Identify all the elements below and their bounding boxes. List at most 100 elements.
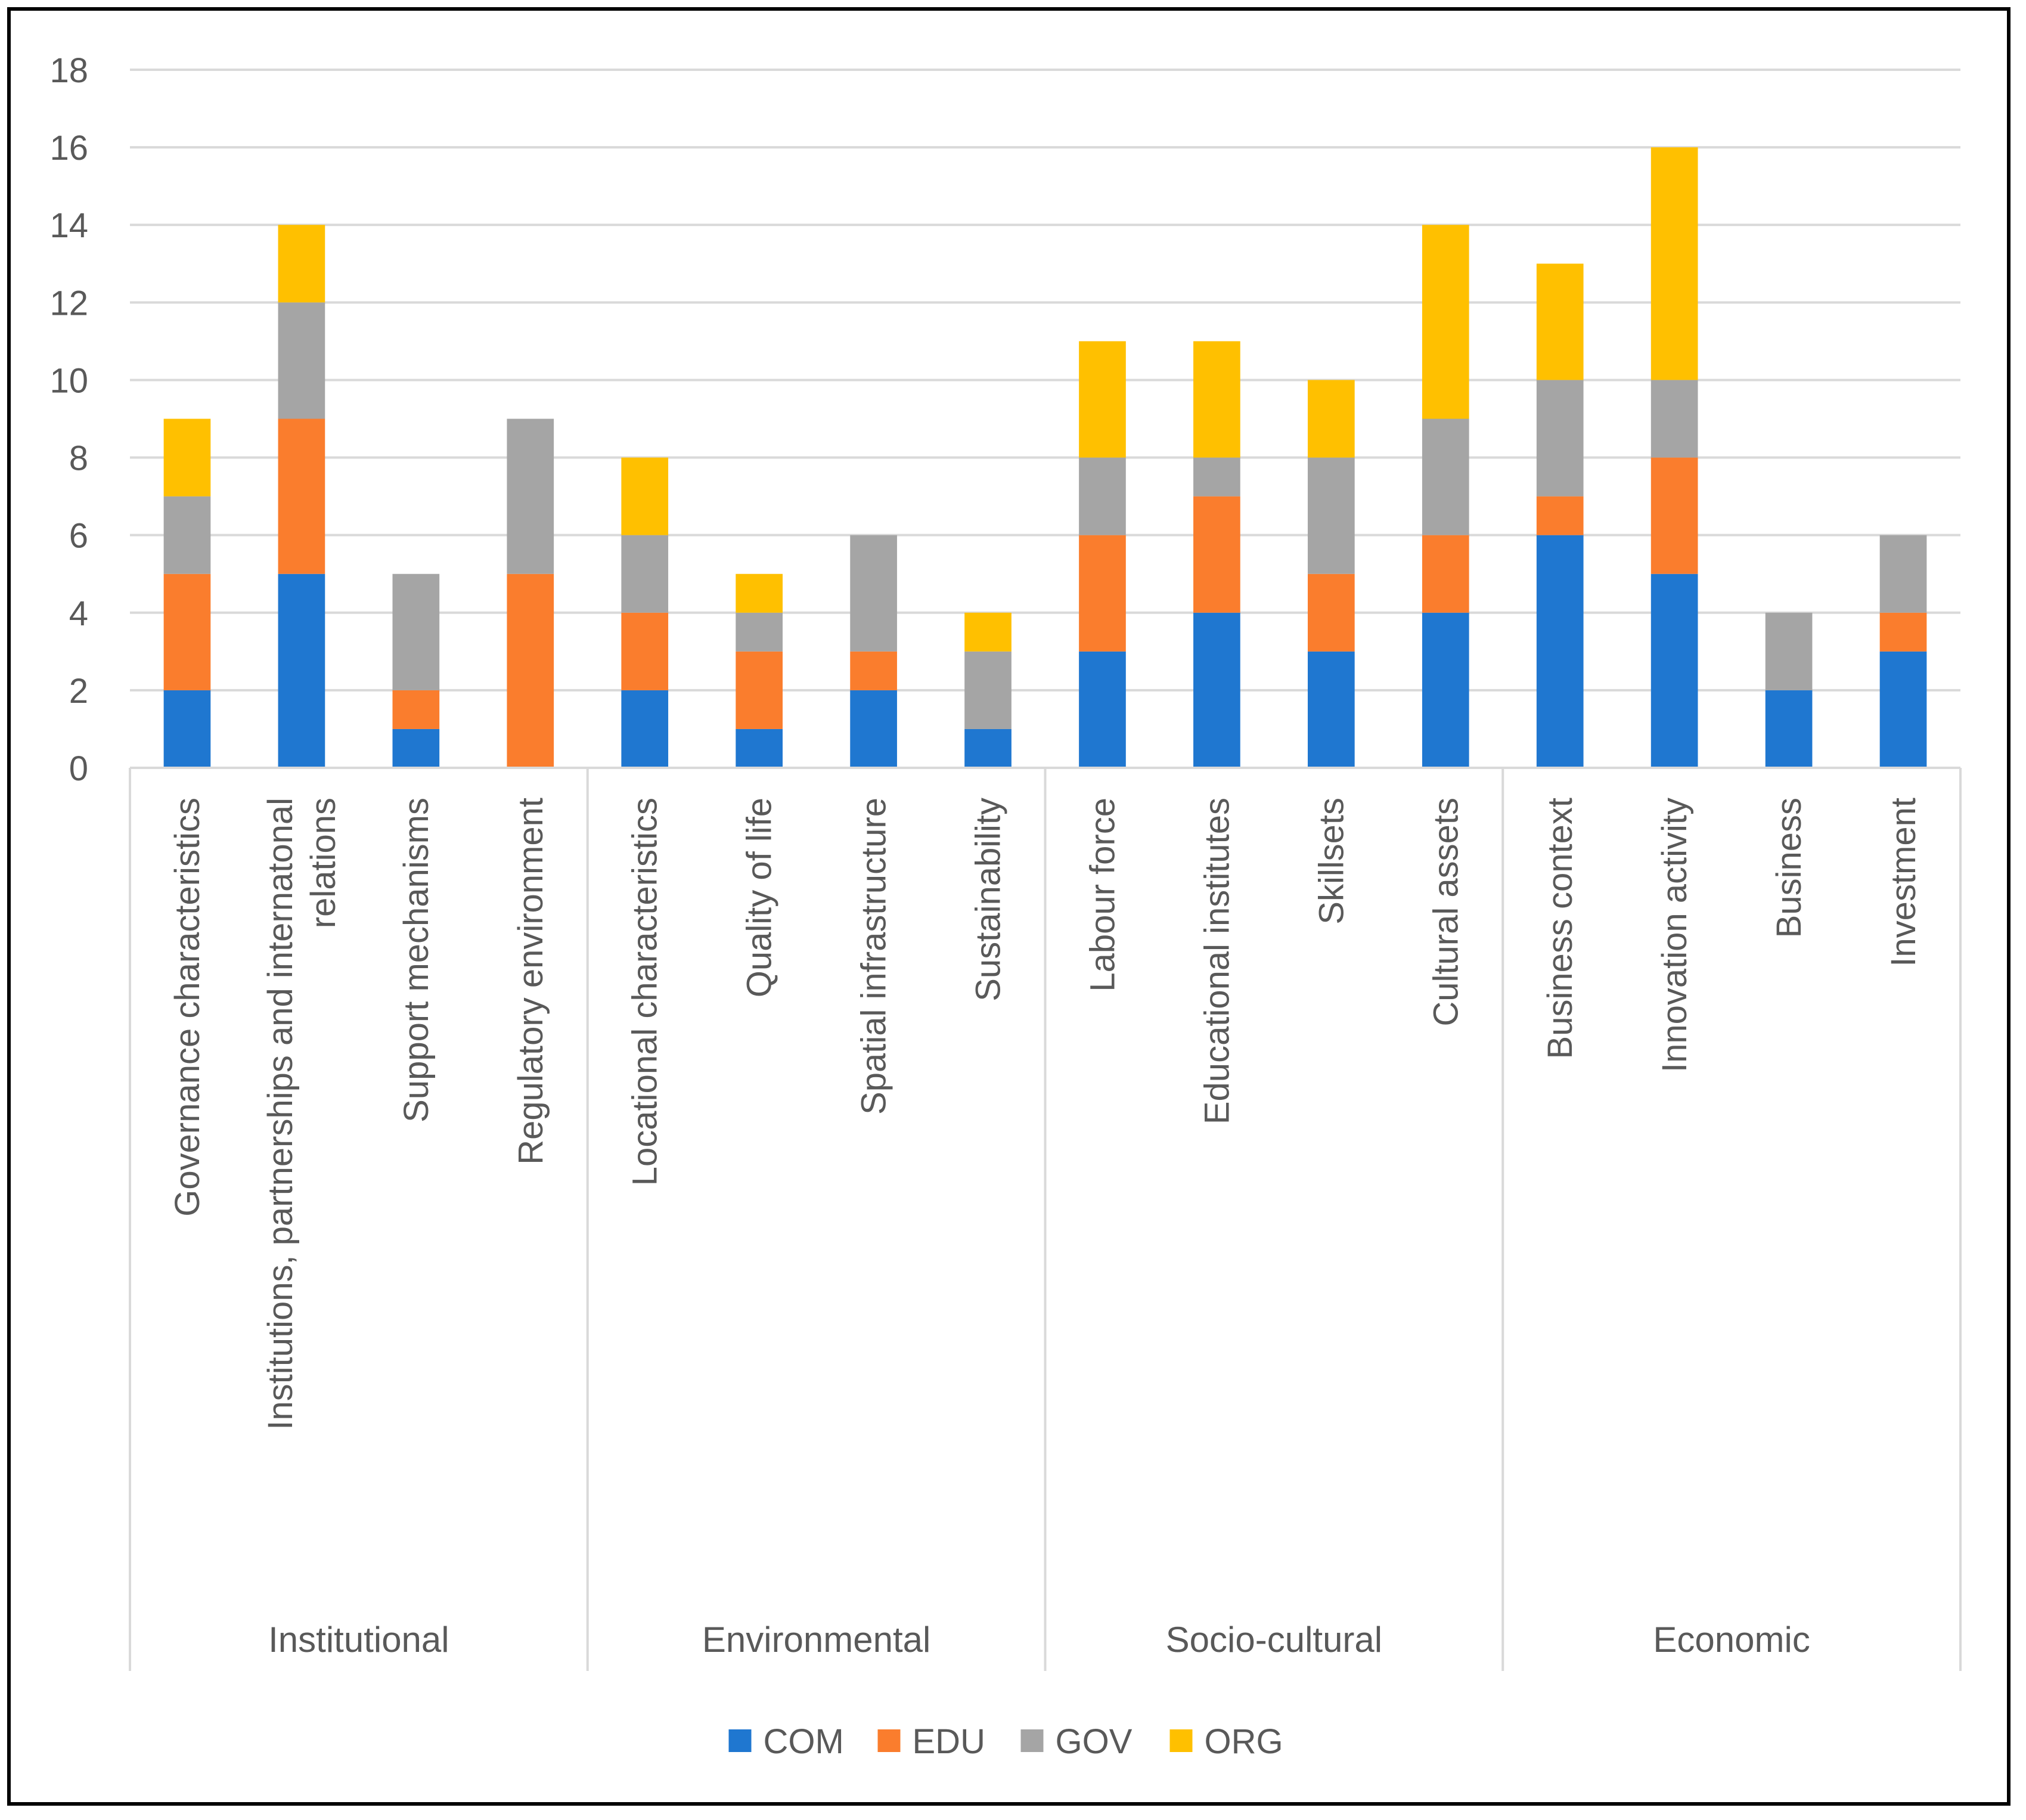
- category-label-line: Cultural assets: [1426, 798, 1465, 1027]
- legend-swatch: [1020, 1729, 1044, 1752]
- bar-org: [1079, 341, 1126, 458]
- legend-item-com: COM: [728, 1722, 844, 1761]
- bar-org: [163, 418, 211, 497]
- y-tick-label: 12: [49, 284, 88, 323]
- stacked-bar-chart: 0 2 4 6 8 10 12 14 16 18 Governance characteristi…: [49, 51, 1962, 1761]
- category-label: Quality of life: [740, 798, 779, 997]
- bars: [163, 147, 1927, 768]
- category-label-line: Regulatory environment: [511, 798, 550, 1165]
- bar-com: [1879, 651, 1927, 768]
- category-label: Regulatory environment: [511, 798, 550, 1165]
- y-tick-label: 16: [49, 129, 88, 168]
- bar-gov: [278, 302, 325, 419]
- legend-swatch: [1169, 1729, 1193, 1752]
- y-tick-label: 10: [49, 361, 88, 400]
- bar-edu: [1079, 535, 1126, 652]
- bar-org: [1307, 380, 1355, 458]
- bar-edu: [507, 573, 554, 768]
- bar-edu: [163, 573, 211, 690]
- bar-com: [163, 690, 211, 768]
- category-label: Business context: [1541, 798, 1580, 1059]
- bar-com: [850, 690, 897, 768]
- bar-gov: [621, 535, 669, 613]
- group-labels: Institutional Environmental Socio-cultural…: [268, 1620, 1810, 1660]
- bar-com: [1422, 612, 1469, 768]
- bar-org: [736, 573, 783, 613]
- category-label: Business: [1770, 798, 1808, 938]
- group-label: Institutional: [268, 1620, 449, 1660]
- x-axis: [129, 767, 1962, 1671]
- legend-item-edu: EDU: [877, 1722, 985, 1761]
- legend-label: ORG: [1205, 1722, 1283, 1761]
- bar-gov: [163, 496, 211, 574]
- legend-label: EDU: [913, 1722, 985, 1761]
- group-label: Socio-cultural: [1166, 1620, 1383, 1660]
- bar-edu: [1307, 573, 1355, 652]
- bar-edu: [1879, 612, 1927, 652]
- legend-label: GOV: [1056, 1722, 1133, 1761]
- y-tick-label: 0: [69, 749, 88, 788]
- category-label: Sustainability: [969, 798, 1008, 1002]
- bar-org: [1650, 147, 1698, 380]
- bar-com: [1765, 690, 1813, 768]
- category-label-line: Business: [1770, 798, 1808, 938]
- category-label: Cultural assets: [1426, 798, 1465, 1027]
- category-labels: Governance characteristics Institutions, …: [168, 798, 1923, 1430]
- bar-com: [1079, 651, 1126, 768]
- bar-edu: [392, 690, 440, 729]
- category-label: Skillsets: [1312, 798, 1351, 925]
- category-label: Institutions, partnerships and internato…: [261, 798, 343, 1430]
- y-tick-label: 14: [49, 206, 88, 245]
- legend-swatch: [728, 1729, 752, 1752]
- bar-com: [1307, 651, 1355, 768]
- bar-gov: [964, 651, 1012, 729]
- y-tick-label: 8: [69, 439, 88, 478]
- bar-edu: [850, 651, 897, 690]
- category-label: Locational characteristics: [626, 798, 665, 1186]
- category-label: Investment: [1884, 798, 1923, 967]
- bar-gov: [1536, 380, 1584, 497]
- bar-gov: [1650, 380, 1698, 458]
- category-label-line: Spatial infrastructure: [855, 798, 893, 1115]
- bar-edu: [736, 651, 783, 729]
- category-label-line: Innovation activity: [1655, 798, 1694, 1072]
- bar-edu: [1536, 496, 1584, 535]
- category-label-line: Business context: [1541, 798, 1580, 1059]
- category-label-line: Investment: [1884, 798, 1923, 967]
- group-label: Environmental: [702, 1620, 931, 1660]
- bar-org: [1193, 341, 1240, 458]
- y-tick-label: 6: [69, 517, 88, 556]
- bar-com: [621, 690, 669, 768]
- y-tick-label: 4: [69, 594, 88, 633]
- bar-gov: [736, 612, 783, 652]
- bar-gov: [1879, 535, 1927, 613]
- category-label: Labour force: [1083, 798, 1122, 992]
- y-tick-label: 2: [69, 672, 88, 711]
- y-axis-ticks: 0 2 4 6 8 10 12 14 16 18: [49, 51, 88, 788]
- legend-label: COM: [764, 1722, 844, 1761]
- legend-swatch: [877, 1729, 901, 1752]
- legend: COM EDU GOV ORG: [728, 1722, 1283, 1761]
- bar-gov: [392, 573, 440, 690]
- category-label: Support mechanisms: [397, 798, 436, 1123]
- category-label: Spatial infrastructure: [855, 798, 893, 1115]
- bar-gov: [507, 418, 554, 574]
- bar-gov: [1307, 457, 1355, 574]
- bar-edu: [1422, 535, 1469, 613]
- category-label-line: Quality of life: [740, 798, 779, 997]
- bar-com: [392, 728, 440, 768]
- category-label-line: Skillsets: [1312, 798, 1351, 925]
- bar-com: [736, 728, 783, 768]
- category-label: Educational institutes: [1197, 798, 1236, 1124]
- bar-edu: [1193, 496, 1240, 613]
- legend-item-gov: GOV: [1020, 1722, 1133, 1761]
- bar-com: [1536, 535, 1584, 768]
- chart-frame: 0 2 4 6 8 10 12 14 16 18 Governance characteristi…: [7, 7, 2011, 1806]
- category-label-line: Educational institutes: [1197, 798, 1236, 1124]
- bar-edu: [1650, 457, 1698, 574]
- bar-gov: [1765, 612, 1813, 690]
- bar-org: [621, 457, 669, 535]
- bar-org: [1536, 263, 1584, 380]
- category-label-line: Governance characteristics: [168, 798, 207, 1217]
- bar-org: [278, 225, 325, 303]
